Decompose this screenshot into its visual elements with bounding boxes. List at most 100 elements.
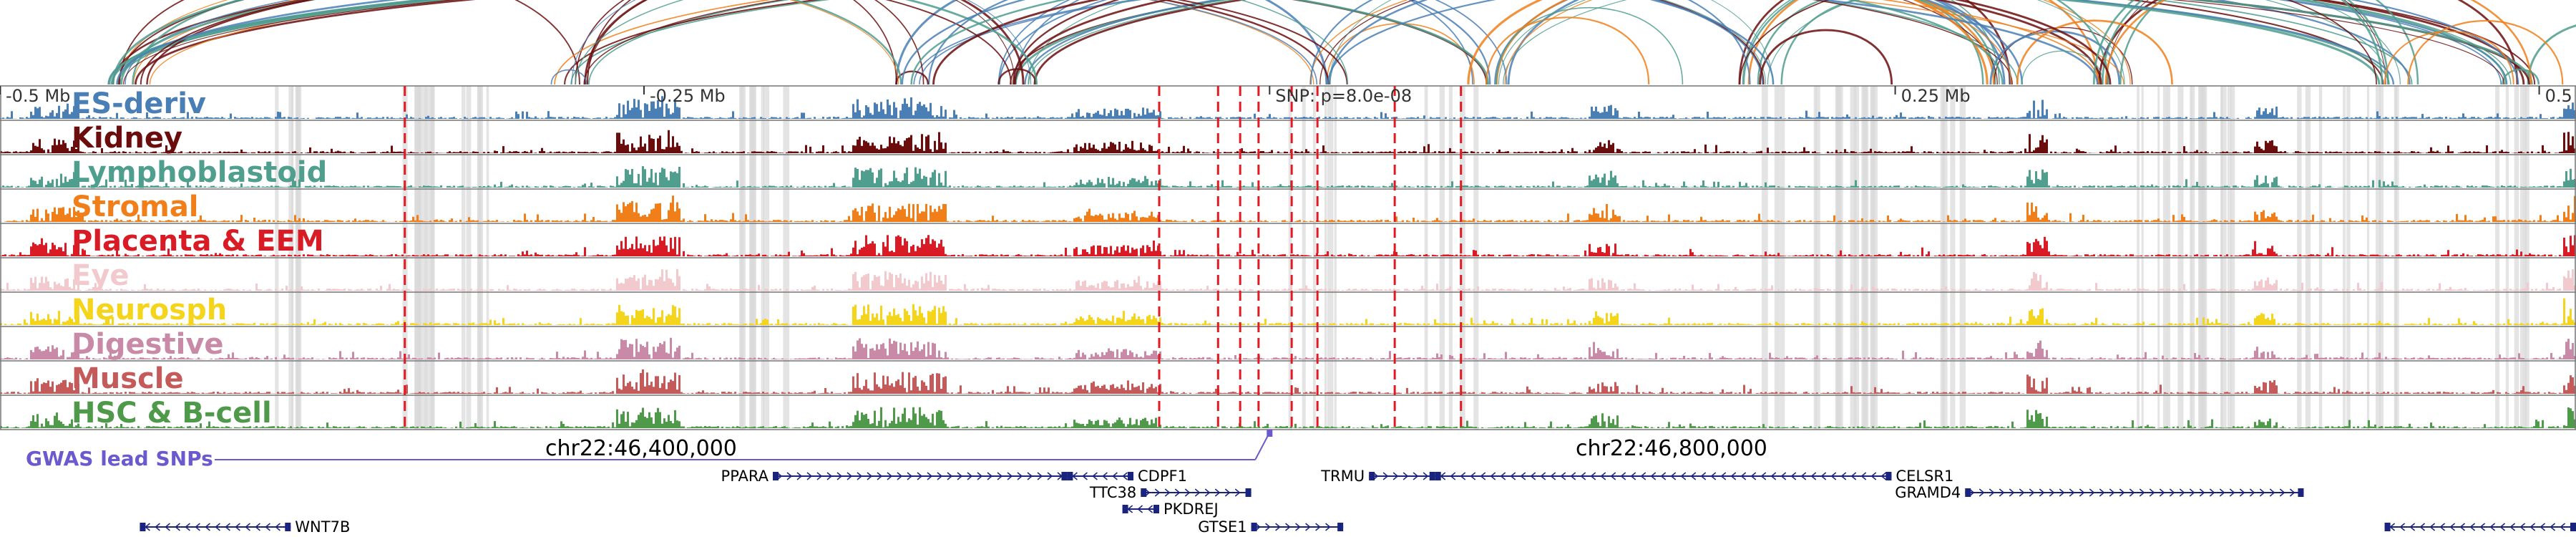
loop-arc <box>1742 0 2109 85</box>
strand-arrow <box>2149 488 2155 497</box>
strand-arrow <box>1600 472 1606 480</box>
loop-arc <box>571 0 1032 85</box>
loop-arc <box>119 0 580 85</box>
strand-arrow <box>1214 488 1221 497</box>
strand-arrow <box>1460 472 1466 480</box>
strand-arrow <box>1402 472 1409 480</box>
track-signal <box>0 96 2576 119</box>
strand-arrow <box>2019 488 2025 497</box>
strand-arrow <box>1999 488 2005 497</box>
strand-arrow <box>2479 523 2486 531</box>
loop-arc <box>2407 19 2564 85</box>
loop-arc <box>132 0 902 85</box>
strand-arrow <box>1560 472 1566 480</box>
loop-arc <box>550 69 587 85</box>
loop-arc <box>588 0 2019 85</box>
gene-celsr1: CELSR1 <box>1435 468 1953 485</box>
strand-arrow <box>1570 472 1576 480</box>
track-neurosph: Neurosph <box>0 291 2576 326</box>
strand-arrow <box>1810 472 1817 480</box>
loop-arc <box>919 0 2508 85</box>
strand-arrow <box>2499 523 2506 531</box>
strand-arrow <box>1630 472 1636 480</box>
strand-arrow <box>1275 523 1281 531</box>
strand-arrow <box>1305 523 1311 531</box>
strand-arrow <box>887 472 893 480</box>
strand-arrow <box>245 523 250 531</box>
strand-arrow <box>255 523 260 531</box>
exon <box>1369 472 1375 480</box>
gene-wnt7b: WNT7B <box>140 518 350 536</box>
strand-arrow <box>1194 488 1201 497</box>
gene-gramd4: GRAMD4 <box>1895 484 2304 501</box>
strand-arrow <box>1620 472 1626 480</box>
strand-arrow <box>2129 488 2135 497</box>
exon <box>1435 472 1441 480</box>
strand-arrow <box>2029 488 2035 497</box>
snp-overlap-markers <box>404 86 1463 430</box>
exon <box>2384 523 2391 531</box>
gwas-link-line <box>1254 432 1271 460</box>
strand-arrow <box>1840 472 1847 480</box>
loop-arc <box>1329 0 1773 85</box>
strand-arrow <box>2399 523 2406 531</box>
loop-arc <box>997 0 1508 85</box>
strand-arrow <box>1027 472 1033 480</box>
loop-arc <box>1738 0 2011 85</box>
track-signal <box>0 268 2576 291</box>
strand-arrow <box>937 472 943 480</box>
loop-arc <box>1028 0 1767 85</box>
strand-arrow <box>1610 472 1616 480</box>
strand-arrow <box>1174 488 1181 497</box>
loop-arc <box>1485 16 1650 85</box>
gene-label: PKDREJ <box>1163 500 1219 518</box>
loop-arc <box>575 0 1349 85</box>
exon <box>140 523 146 531</box>
strand-arrow <box>1770 472 1777 480</box>
strand-arrow <box>857 472 863 480</box>
gene-pkdrej: PKDREJ <box>1122 500 1219 518</box>
axis-tick-label: -0.25 Mb <box>650 86 726 106</box>
loop-arc <box>2527 24 2576 85</box>
strand-arrow <box>1700 472 1707 480</box>
strand-arrow <box>796 472 803 480</box>
loop-arc <box>997 68 1037 85</box>
strand-arrow <box>1800 472 1807 480</box>
strand-arrow <box>1989 488 1995 497</box>
exon <box>2298 488 2304 497</box>
strand-arrow <box>205 523 210 531</box>
strand-arrow <box>2169 488 2175 497</box>
strand-arrow <box>2209 488 2215 497</box>
strand-arrow <box>185 523 190 531</box>
strand-arrow <box>2409 523 2416 531</box>
strand-arrow <box>2049 488 2055 497</box>
loop-arc <box>1327 0 2519 85</box>
strand-arrow <box>2289 488 2296 497</box>
strand-arrow <box>1017 472 1023 480</box>
strand-arrow <box>1790 472 1797 480</box>
track-label: Placenta & EEM <box>72 225 324 258</box>
exon <box>1122 505 1128 513</box>
exon <box>2570 523 2576 531</box>
strand-arrow <box>1072 472 1078 480</box>
strand-arrow <box>1720 472 1727 480</box>
strand-arrow <box>1730 472 1737 480</box>
strand-arrow <box>1500 472 1506 480</box>
loop-arc <box>1309 0 1751 85</box>
loop-arc <box>108 0 2381 85</box>
strand-arrow <box>1530 472 1536 480</box>
strand-arrow <box>1540 472 1546 480</box>
gwas-label: GWAS lead SNPs <box>26 447 213 470</box>
loop-arc <box>2016 19 2173 85</box>
exon <box>1429 472 1435 480</box>
loop-arc <box>564 0 2384 85</box>
gene-label: PPARA <box>721 468 769 485</box>
loop-arc <box>117 0 2390 85</box>
track-signal <box>0 337 2576 359</box>
loop-arc <box>895 0 1328 85</box>
strand-arrow <box>1423 472 1429 480</box>
strand-arrow <box>1122 472 1128 480</box>
strand-arrow <box>2449 523 2456 531</box>
